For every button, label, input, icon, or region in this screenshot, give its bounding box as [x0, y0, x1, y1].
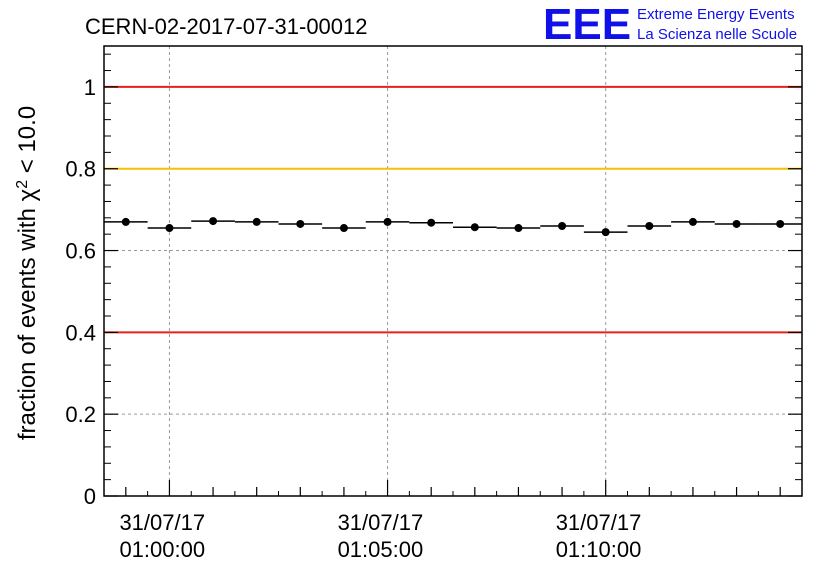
- data-point: [776, 219, 785, 228]
- y-tick-label: 0.4: [65, 320, 96, 345]
- grid-layer: [104, 46, 802, 497]
- data-point: [296, 219, 305, 228]
- data-point: [470, 223, 479, 232]
- data-point: [209, 217, 218, 226]
- data-point: [252, 217, 261, 226]
- y-axis-label-threshold: < 10.0: [14, 106, 41, 180]
- x-tick-label-time: 01:05:00: [338, 537, 424, 562]
- y-tick-label: 0.8: [65, 157, 96, 182]
- data-point: [732, 219, 741, 228]
- x-tick-label-date: 31/07/17: [119, 510, 205, 535]
- data-point: [121, 217, 130, 226]
- data-point: [601, 228, 610, 237]
- data-point: [339, 224, 348, 233]
- data-point: [165, 224, 174, 233]
- data-point: [427, 218, 436, 227]
- y-axis-label-superscript: 2: [14, 180, 31, 189]
- data-point: [645, 222, 654, 230]
- eee-logo-line1: Extreme Energy Events: [637, 6, 795, 23]
- data-point: [688, 217, 697, 226]
- data-point: [383, 217, 392, 226]
- y-tick-label: 0.6: [65, 239, 96, 264]
- eee-logo-line2: La Scienza nelle Scuole: [637, 26, 797, 43]
- y-axis-label-main: fraction of events with χ: [14, 188, 41, 440]
- y-tick-label: 0: [84, 484, 96, 509]
- x-tick-label-date: 31/07/17: [556, 510, 642, 535]
- reference-lines: [104, 85, 802, 334]
- eee-logo: EEE Extreme Energy Events La Scienza nel…: [543, 0, 797, 49]
- data-point: [514, 224, 523, 233]
- eee-logo-mark: EEE: [543, 0, 631, 49]
- y-tick-label: 1: [84, 75, 96, 100]
- data-point: [558, 222, 567, 230]
- chart-title: CERN-02-2017-07-31-00012: [85, 14, 368, 39]
- x-tick-label-date: 31/07/17: [338, 510, 424, 535]
- x-tick-label-time: 01:10:00: [556, 537, 642, 562]
- y-tick-label: 0.2: [65, 402, 96, 427]
- x-tick-label-time: 01:00:00: [119, 537, 205, 562]
- axis-layer: 00.20.40.60.8131/07/1701:00:0031/07/1701…: [65, 53, 803, 562]
- data-layer: [104, 217, 802, 237]
- y-axis-label: fraction of events with χ2 < 10.0: [14, 106, 42, 440]
- plot-frame: [103, 45, 803, 497]
